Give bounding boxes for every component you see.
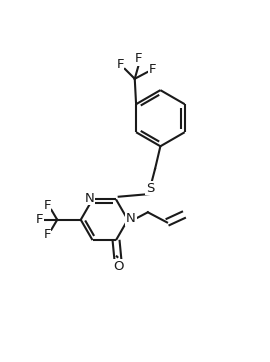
- Text: O: O: [113, 260, 123, 273]
- Text: N: N: [85, 191, 94, 205]
- Text: F: F: [116, 58, 124, 71]
- Text: F: F: [36, 213, 44, 226]
- Text: F: F: [43, 198, 51, 211]
- Text: S: S: [146, 182, 154, 195]
- Text: F: F: [135, 52, 143, 65]
- Text: F: F: [148, 63, 156, 76]
- Text: N: N: [126, 212, 136, 225]
- Text: F: F: [43, 228, 51, 241]
